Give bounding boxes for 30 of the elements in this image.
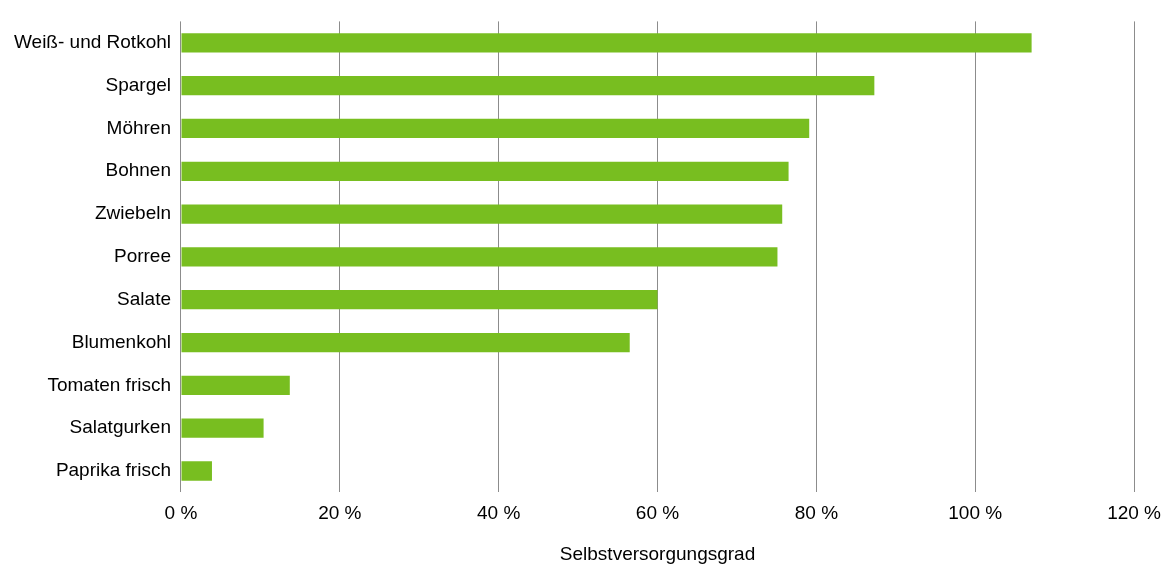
y-tick-label: Zwiebeln [94, 202, 171, 224]
y-tick-label: Bohnen [105, 159, 171, 181]
x-axis-title: Selbstversorgungsgrad [559, 542, 756, 564]
bar [181, 375, 290, 395]
x-tick-label: 0 % [164, 502, 198, 524]
bar [181, 461, 212, 481]
y-tick-label: Möhren [106, 116, 171, 138]
y-tick-label: Paprika frisch [55, 459, 171, 481]
y-tick-label: Salatgurken [69, 416, 171, 438]
x-tick-label: 120 % [1107, 502, 1162, 524]
x-tick-label: 20 % [318, 502, 362, 524]
bar [181, 204, 783, 224]
x-tick-label: 100 % [948, 502, 1003, 524]
y-tick-label: Porree [113, 245, 171, 267]
bar [181, 332, 630, 353]
bar [181, 75, 875, 96]
x-tick-label: 80 % [794, 502, 839, 524]
x-tick-label: 60 % [635, 502, 680, 524]
y-tick-label: Weiß- und Rotkohl [13, 31, 171, 53]
bar [181, 418, 264, 438]
bar [181, 247, 778, 267]
y-tick-label: Spargel [105, 73, 171, 95]
bar [181, 161, 789, 181]
y-tick-label: Blumenkohl [71, 330, 171, 352]
bar [181, 290, 658, 310]
x-tick-label: 40 % [477, 502, 521, 524]
y-tick-label: Tomaten frisch [47, 373, 171, 395]
bar [181, 33, 1032, 53]
y-tick-label: Salate [117, 287, 171, 309]
bar [181, 118, 810, 139]
